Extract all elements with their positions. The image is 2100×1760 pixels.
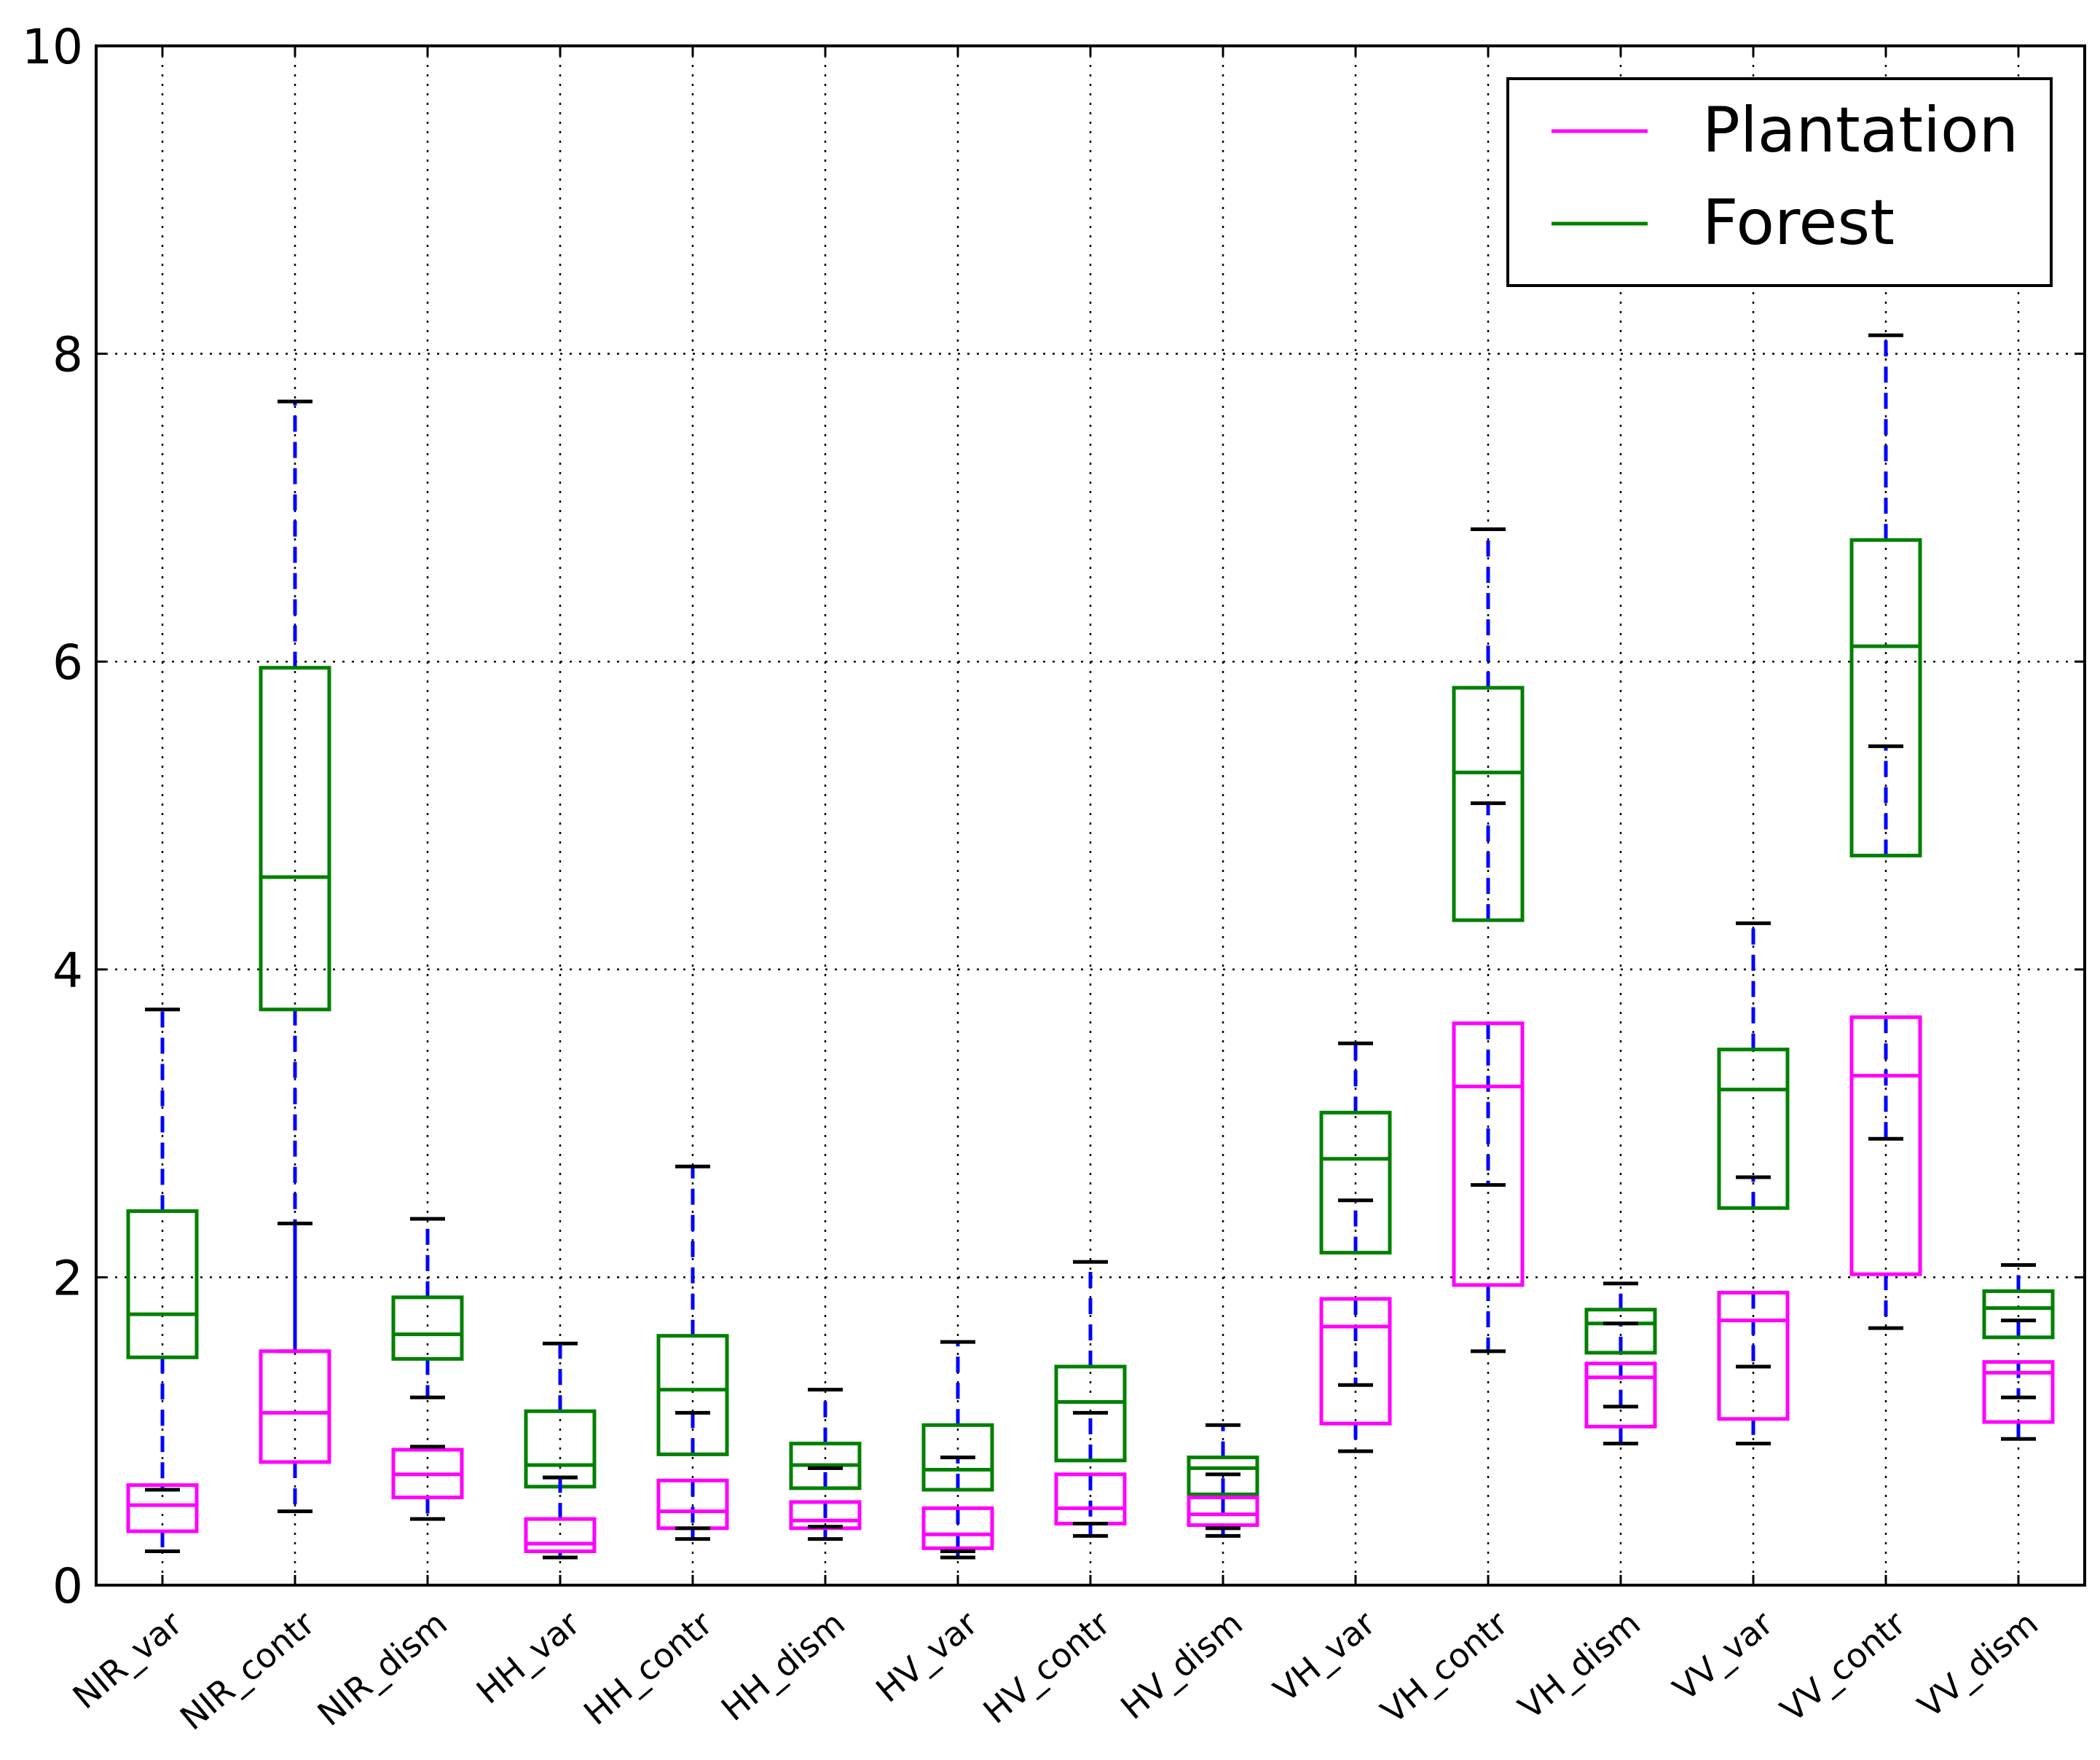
y-tick-label: 10 <box>22 19 83 75</box>
box-plantation-vh-var <box>1319 1297 1392 1453</box>
box-plantation-nir-dism <box>391 1445 464 1521</box>
box-iqr <box>1717 1048 1790 1210</box>
x-tick-label: VV_dism <box>1911 1603 2045 1726</box>
box-forest-nir-dism <box>391 1217 464 1399</box>
box-plantation-vh-contr <box>1452 1021 1525 1354</box>
x-tick-label: VV_contr <box>1773 1603 1913 1729</box>
box-forest-hv-var <box>921 1340 994 1492</box>
box-plantation-vv-dism <box>1982 1360 2055 1441</box>
y-tick-label: 8 <box>52 327 83 383</box>
x-tick-label: VH_dism <box>1511 1603 1648 1727</box>
x-tick-label: HH_dism <box>714 1603 852 1729</box>
box-iqr <box>1982 1360 2055 1424</box>
box-iqr <box>1187 1455 1259 1496</box>
box-forest-vh-dism <box>1584 1281 1657 1355</box>
box-iqr <box>921 1423 994 1492</box>
y-tick-label: 2 <box>52 1250 83 1306</box>
x-tick-label: HV_contr <box>976 1603 1118 1732</box>
box-iqr <box>1584 1308 1657 1355</box>
box-plantation-vv-contr <box>1849 1015 1922 1330</box>
box-forest-vv-dism <box>1982 1262 2055 1340</box>
legend-box <box>1506 77 2053 287</box>
box-iqr <box>1054 1364 1127 1463</box>
x-tick-label: HH_var <box>469 1603 587 1711</box>
box-iqr <box>1849 538 1922 857</box>
legend: Plantation Forest <box>1506 77 2053 287</box>
x-tick-label: HV_dism <box>1113 1603 1250 1727</box>
box-plantation-hv-contr <box>1054 1472 1127 1538</box>
box-plantation-hh-contr <box>656 1478 729 1541</box>
x-tick-label: VH_var <box>1266 1603 1383 1710</box>
box-plantation-vh-dism <box>1584 1362 1657 1446</box>
box-forest-vv-var <box>1717 921 1790 1210</box>
y-tick-label: 0 <box>52 1558 83 1614</box>
box-iqr <box>126 1483 199 1533</box>
y-axis-ticks: 0 2 4 6 8 10 <box>22 19 2085 1614</box>
box-iqr <box>921 1506 994 1550</box>
box-iqr <box>1717 1291 1790 1421</box>
box-iqr <box>1982 1289 2055 1340</box>
box-iqr <box>1452 685 1525 922</box>
box-plots <box>126 333 2055 1560</box>
legend-forest-label: Forest <box>1702 186 1895 259</box>
x-tick-label: HV_var <box>868 1603 985 1710</box>
box-forest-hh-dism <box>789 1388 862 1490</box>
box-forest-hv-contr <box>1054 1260 1127 1463</box>
box-plantation-nir-var <box>126 1483 199 1554</box>
y-tick-label: 6 <box>52 635 83 691</box>
box-plantation-hv-var <box>921 1506 994 1560</box>
box-iqr <box>524 1517 597 1554</box>
x-tick-label: VV_var <box>1666 1603 1781 1708</box>
box-forest-hh-var <box>524 1341 597 1489</box>
box-iqr <box>1452 1021 1525 1287</box>
box-plantation-nir-contr <box>259 1221 331 1514</box>
x-tick-label: HH_contr <box>576 1603 720 1733</box>
x-tick-label: VH_contr <box>1374 1603 1516 1732</box>
y-tick-label: 4 <box>52 943 83 999</box>
box-iqr <box>259 1349 331 1464</box>
box-forest-vh-var <box>1319 1041 1392 1255</box>
box-forest-vh-contr <box>1452 527 1525 922</box>
box-plantation-hh-dism <box>789 1500 862 1541</box>
box-iqr <box>259 666 331 1012</box>
box-iqr <box>391 1295 464 1361</box>
legend-plantation-label: Plantation <box>1702 94 2018 167</box>
box-iqr <box>1849 1015 1922 1276</box>
box-plantation-vv-var <box>1717 1291 1790 1446</box>
box-forest-hv-dism <box>1187 1423 1259 1496</box>
box-forest-hh-contr <box>656 1164 729 1456</box>
box-iqr <box>656 1334 729 1456</box>
box-iqr <box>126 1209 199 1359</box>
box-forest-vv-contr <box>1849 333 1922 857</box>
box-plantation-hh-var <box>524 1475 597 1560</box>
box-iqr <box>1584 1362 1657 1429</box>
box-iqr <box>1319 1110 1392 1255</box>
box-forest-nir-var <box>126 1007 199 1492</box>
x-tick-label: NIR_dism <box>310 1603 455 1734</box>
box-plantation-hv-dism <box>1187 1496 1259 1538</box>
x-tick-label: NIR_contr <box>173 1603 322 1737</box>
box-iqr <box>1319 1297 1392 1426</box>
box-iqr <box>1187 1496 1259 1528</box>
x-tick-label: NIR_var <box>66 1603 190 1716</box>
box-forest-nir-contr <box>259 399 331 1354</box>
